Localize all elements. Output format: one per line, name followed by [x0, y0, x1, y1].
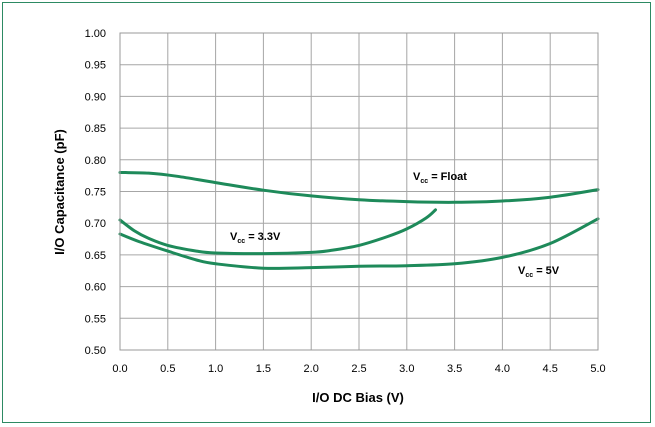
x-tick-label: 4.0 [495, 363, 510, 375]
x-tick-label: 1.5 [256, 363, 271, 375]
y-tick-label: 0.80 [85, 155, 106, 167]
y-tick-label: 1.00 [85, 28, 106, 40]
grid [119, 32, 599, 351]
x-tick-label: 1.0 [208, 363, 223, 375]
y-tick-label: 0.50 [85, 345, 106, 357]
y-tick-label: 0.65 [85, 250, 106, 262]
y-tick-label: 0.60 [85, 282, 106, 294]
y-tick-label: 0.75 [85, 187, 106, 199]
plot-border [119, 32, 599, 351]
series-line-vcc-5v [118, 217, 600, 270]
y-axis-title: I/O Capacitance (pF) [52, 129, 67, 255]
y-tick-label: 0.70 [85, 218, 106, 230]
annotation-vcc-3v3: Vcc = 3.3V [230, 231, 281, 245]
x-tick-label: 0.5 [160, 363, 175, 375]
x-tick-label: 3.0 [399, 363, 414, 375]
x-tick-label: 5.0 [590, 363, 605, 375]
y-tick-label: 0.85 [85, 123, 106, 135]
x-tick-labels: 0.0 0.5 1.0 1.5 2.0 2.5 3.0 3.5 4.0 4.5 5.0 [112, 363, 605, 375]
x-tick-label: 0.0 [112, 363, 127, 375]
series-lines [118, 171, 600, 270]
series-line-vcc-float [118, 171, 600, 204]
annotation-vcc-float: Vcc = Float [413, 171, 467, 185]
y-tick-label: 0.55 [85, 313, 106, 325]
y-tick-labels: 1.00 0.95 0.90 0.85 0.80 0.75 0.70 0.65 0.60 0.55… [85, 28, 106, 357]
x-tick-label: 4.5 [543, 363, 558, 375]
chart-frame [2, 2, 651, 423]
annotation-vcc-5v: Vcc = 5V [518, 265, 560, 279]
y-tick-label: 0.95 [85, 60, 106, 72]
x-axis-title: I/O DC Bias (V) [312, 390, 404, 405]
x-tick-label: 2.5 [351, 363, 366, 375]
x-tick-label: 3.5 [447, 363, 462, 375]
x-tick-label: 2.0 [304, 363, 319, 375]
y-tick-label: 0.90 [85, 91, 106, 103]
series-line-vcc-3v3 [118, 208, 437, 256]
